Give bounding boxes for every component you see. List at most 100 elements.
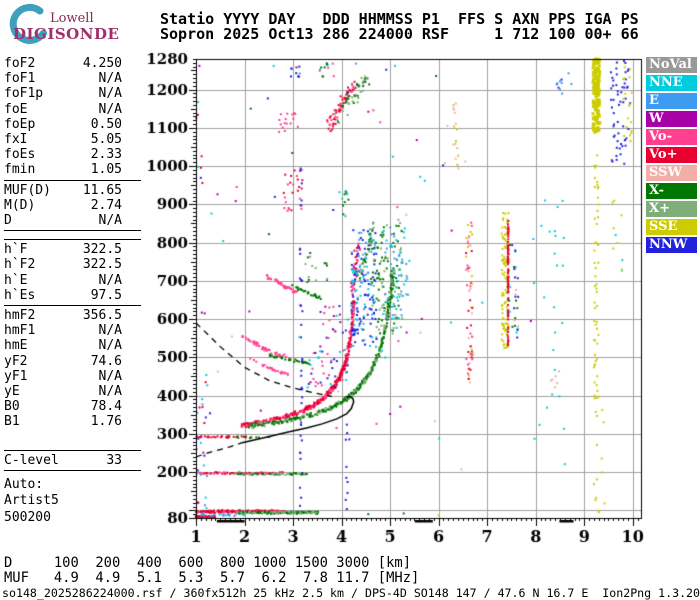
param-row-he: h`E N/A: [4, 273, 122, 288]
param-value: N/A: [98, 323, 122, 339]
param-row-fmin: fmin 1.05: [4, 162, 122, 177]
param-value: N/A: [98, 384, 122, 400]
param-label: h`F2: [4, 257, 36, 273]
param-row-clevel: C-level 33: [4, 453, 122, 468]
param-label: yF2: [4, 353, 28, 369]
autoscaling-info: Auto: Artist5 500200: [4, 477, 144, 527]
param-value: N/A: [98, 272, 122, 288]
legend-item-nne: NNE: [646, 75, 697, 91]
param-row-d: D N/A: [4, 213, 122, 228]
header-column-titles: Statio YYYY DAY DDD HHMMSS P1 FFS S AXN …: [160, 10, 639, 28]
param-row-mufd: MUF(D) 11.65: [4, 183, 122, 198]
param-label: yE: [4, 384, 20, 400]
param-label: foF2: [4, 56, 36, 71]
legend-item-vo: Vo-: [646, 129, 697, 145]
param-row-ye: yE N/A: [4, 384, 122, 399]
auto-title: Auto:: [4, 476, 44, 492]
param-row-yf1: yF1 N/A: [4, 369, 122, 384]
legend-item-vo: Vo+: [646, 147, 697, 163]
legend-item-ssw: SSW: [646, 165, 697, 181]
param-label: hmE: [4, 338, 28, 354]
param-row-fof1p: foF1p N/A: [4, 86, 122, 101]
logo-text-digisonde: DIGISONDE: [13, 25, 120, 43]
param-row-hes: h`Es 97.5: [4, 288, 122, 303]
divider: [4, 179, 141, 181]
param-value: N/A: [98, 71, 122, 87]
param-row-hmf1: hmF1 N/A: [4, 323, 122, 338]
divider: [4, 469, 141, 471]
divider: [4, 239, 141, 241]
header-station-values: Sopron 2025 Oct13 286 224000 RSF 1 712 1…: [160, 25, 639, 43]
param-label: yF1: [4, 368, 28, 384]
divider: [4, 449, 141, 451]
logo-arc-icon: [9, 4, 47, 44]
param-label: C-level: [4, 452, 59, 468]
param-row-hme: hmE N/A: [4, 338, 122, 353]
auto-program: Artist5: [4, 493, 59, 509]
param-value: 0.50: [90, 116, 122, 132]
divider: [4, 230, 141, 232]
legend-item-w: W: [646, 111, 697, 127]
param-row-hf: h`F 322.5: [4, 242, 122, 257]
legend-item-e: E: [646, 93, 697, 109]
param-label: foEp: [4, 116, 36, 132]
param-value: 322.5: [82, 257, 122, 273]
param-row-md: M(D) 2.74: [4, 198, 122, 213]
param-label: h`E: [4, 272, 28, 288]
legend-item-noval: NoVal: [646, 57, 697, 73]
param-label: B1: [4, 414, 20, 430]
param-value: 78.4: [90, 399, 122, 415]
param-label: foEs: [4, 147, 36, 163]
param-row-b0: B0 78.4: [4, 399, 122, 414]
param-row-fxi: fxI 5.05: [4, 132, 122, 147]
param-row-foep: foEp 0.50: [4, 117, 122, 132]
param-row-b1: B1 1.76: [4, 414, 122, 429]
direction-legend: NoVal NNE E W Vo- Vo+ SSW X- X+ SSE NNW: [646, 57, 698, 255]
param-row-fof2: foF2 4.250: [4, 56, 122, 71]
legend-item-nnw: NNW: [646, 237, 697, 253]
param-value: 1.05: [90, 162, 122, 178]
param-label: hmF2: [4, 308, 36, 324]
param-value: 33: [106, 452, 122, 468]
param-label: M(D): [4, 197, 36, 213]
param-value: 322.5: [82, 242, 122, 258]
param-row-foes: foEs 2.33: [4, 147, 122, 162]
param-row-foe: foE N/A: [4, 102, 122, 117]
param-value: 2.74: [90, 197, 122, 213]
param-value: N/A: [98, 86, 122, 102]
param-label: fmin: [4, 162, 36, 178]
param-row-hmf2: hmF2 356.5: [4, 308, 122, 323]
footer-distance-row: D 100 200 400 600 800 1000 1500 3000 [km…: [4, 555, 412, 571]
param-label: MUF(D): [4, 182, 51, 198]
param-value: 5.05: [90, 132, 122, 148]
footer-file-info: so148_2025286224000.rsf / 360fx512h 25 k…: [2, 586, 700, 600]
legend-item-x: X-: [646, 183, 697, 199]
param-label: foF1p: [4, 86, 44, 102]
legend-item-sse: SSE: [646, 219, 697, 235]
param-value: 97.5: [90, 287, 122, 303]
param-value: 1.76: [90, 414, 122, 430]
divider: [4, 305, 141, 307]
logo-text-lowell: Lowell: [50, 11, 94, 26]
param-label: h`Es: [4, 287, 36, 303]
param-row-fof1: foF1 N/A: [4, 71, 122, 86]
param-label: foE: [4, 101, 28, 117]
param-row-hf2: h`F2 322.5: [4, 257, 122, 272]
param-value: N/A: [98, 368, 122, 384]
param-value: N/A: [98, 338, 122, 354]
legend-item-x: X+: [646, 201, 697, 217]
param-label: hmF1: [4, 323, 36, 339]
param-label: D: [4, 213, 12, 229]
param-value: 11.65: [82, 182, 122, 198]
lowell-digisonde-logo: Lowell DIGISONDE: [4, 2, 164, 52]
param-value: 2.33: [90, 147, 122, 163]
param-label: fxI: [4, 132, 28, 148]
param-value: 356.5: [82, 308, 122, 324]
parameter-panel: foF2 4.250 foF1 N/A foF1p N/A foE N/A foEp 0.50 fx…: [4, 56, 144, 526]
param-value: 4.250: [82, 56, 122, 71]
footer-muf-row: MUF 4.9 4.9 5.1 5.3 5.7 6.2 7.8 11.7 [MH…: [4, 570, 420, 586]
param-value: N/A: [98, 101, 122, 117]
param-label: B0: [4, 399, 20, 415]
